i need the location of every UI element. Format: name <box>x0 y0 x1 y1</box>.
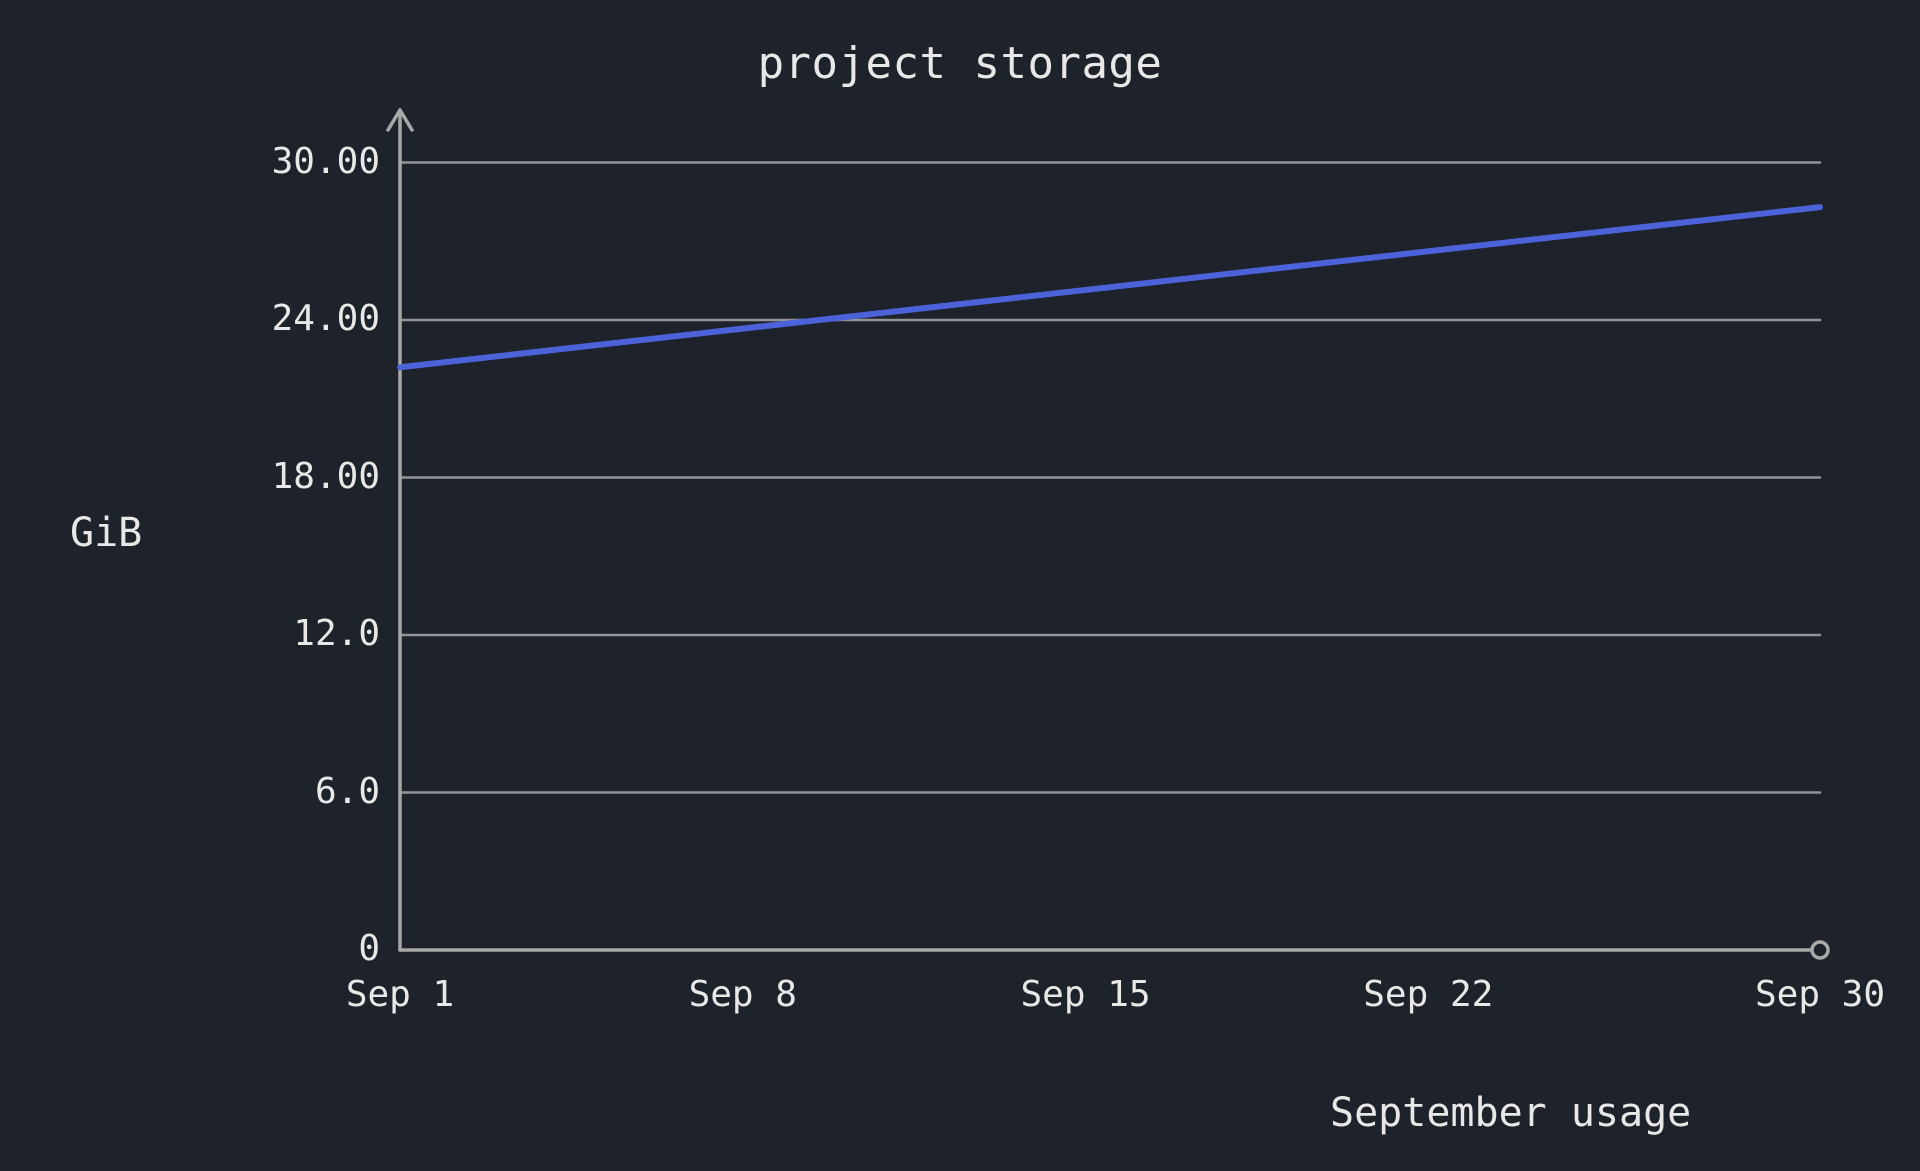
x-tick-label: Sep 1 <box>346 974 454 1015</box>
y-tick-label: 6.0 <box>240 771 380 812</box>
x-tick-label: Sep 8 <box>689 974 797 1015</box>
x-tick-label: Sep 15 <box>1020 974 1150 1015</box>
chart-container: project storage GiB September usage 06.0… <box>0 0 1920 1171</box>
y-tick-label: 0 <box>240 928 380 969</box>
y-tick-label: 18.00 <box>240 456 380 497</box>
x-tick-label: Sep 22 <box>1363 974 1493 1015</box>
x-tick-label: Sep 30 <box>1755 974 1885 1015</box>
y-tick-label: 12.0 <box>240 613 380 654</box>
y-tick-label: 30.00 <box>240 141 380 182</box>
y-tick-label: 24.00 <box>240 298 380 339</box>
